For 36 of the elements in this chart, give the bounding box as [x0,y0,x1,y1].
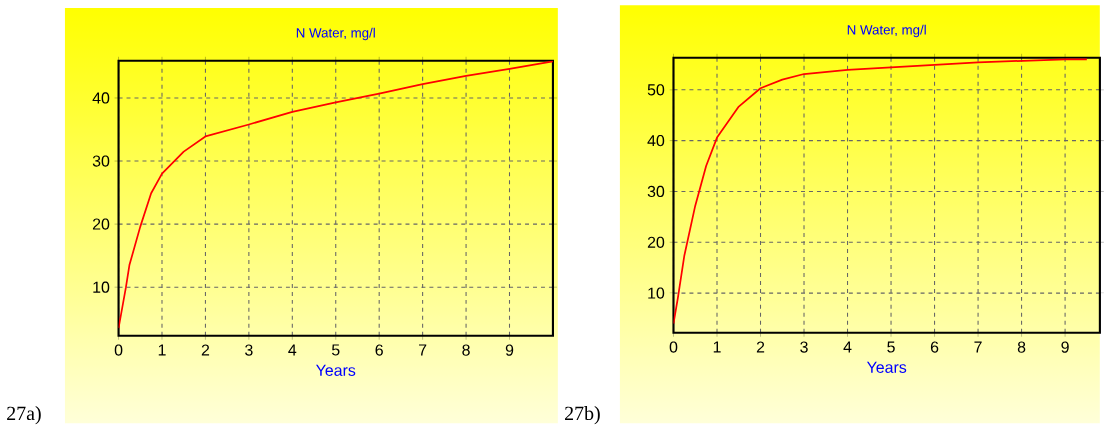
x-tick-label: 5 [331,344,340,356]
chart-title: N Water, mg/l [296,27,375,40]
chart-title: N Water, mg/l [847,24,926,37]
x-tick-label: 4 [843,341,852,353]
y-tick-label: 40 [647,134,665,147]
y-tick-label: 30 [647,185,665,197]
x-tick-label: 2 [201,344,210,356]
x-axis-title: Years [866,361,907,373]
y-tick-label: 10 [93,281,110,293]
y-tick-label: 50 [647,83,665,96]
x-tick-label: 9 [1061,341,1069,353]
x-tick-label: 1 [713,341,721,353]
x-tick-label: 3 [800,341,808,353]
text: 27b) [565,405,600,424]
y-tick-label: 30 [92,155,110,167]
x-tick-label: 2 [756,341,765,353]
x-tick-label: 6 [375,344,383,356]
line-series [118,60,553,329]
x-tick-label: 5 [887,341,895,353]
x-tick-label: 0 [669,341,678,353]
x-tick-label: 8 [462,344,470,356]
x-tick-label: 1 [158,344,166,356]
y-tick-label: 20 [647,236,665,248]
text: 27a) [7,405,41,424]
y-tick-label: 20 [92,218,110,230]
y-tick-label: 40 [92,92,110,104]
x-tick-label: 6 [930,341,939,353]
x-tick-label: 9 [505,344,514,356]
x-tick-label: 8 [1017,341,1026,353]
x-tick-label: 7 [419,344,427,356]
x-tick-label: 7 [974,341,982,353]
x-tick-label: 4 [288,344,297,356]
x-tick-label: 0 [114,344,123,356]
x-axis-title: Years [316,364,356,376]
y-tick-label: 10 [648,287,665,299]
x-tick-label: 3 [245,344,253,356]
